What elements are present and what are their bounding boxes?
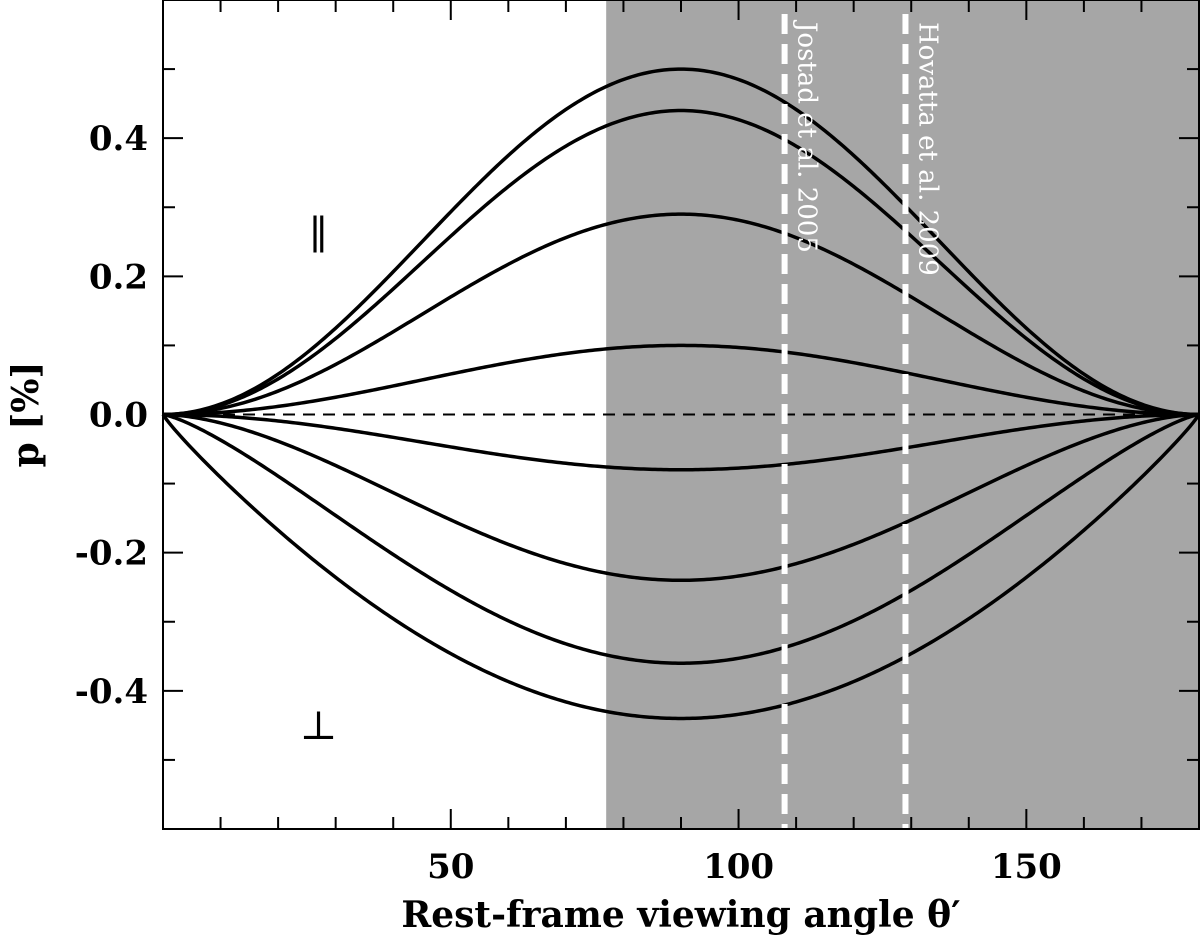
x-axis-title: Rest-frame viewing angle θ′ bbox=[401, 894, 960, 936]
series-line-4 bbox=[162, 343, 1200, 417]
series-line-1 bbox=[162, 67, 1200, 417]
y-tick-label: -0.4 bbox=[75, 672, 148, 712]
x-tick-label: 100 bbox=[703, 847, 774, 887]
series-line-8 bbox=[161, 413, 1200, 721]
series-line-6 bbox=[162, 412, 1200, 583]
series-line-2 bbox=[162, 108, 1200, 417]
series-line-5 bbox=[163, 412, 1199, 472]
reference-label-2: Hovatta et al. 2009 bbox=[912, 22, 942, 276]
y-tick-label: 0.4 bbox=[89, 119, 148, 159]
y-tick-label: 0.0 bbox=[89, 396, 148, 436]
x-tick-label: 50 bbox=[427, 847, 474, 887]
reference-lines: Jostad et al. 2005 Hovatta et al. 2009 bbox=[781, 14, 942, 829]
y-axis-title: p [%] bbox=[5, 362, 47, 468]
y-tick-label: -0.2 bbox=[75, 534, 148, 574]
axis-ticks bbox=[163, 0, 1199, 829]
series-line-7 bbox=[162, 412, 1200, 665]
tick-labels: 50 100 150 0.4 0.2 0.0 -0.2 -0.4 bbox=[75, 119, 1062, 887]
series-group bbox=[161, 67, 1200, 721]
series-line-3 bbox=[162, 212, 1200, 417]
perpendicular-label: ⊥ bbox=[300, 703, 338, 749]
x-tick-label: 150 bbox=[991, 847, 1062, 887]
y-tick-label: 0.2 bbox=[89, 257, 148, 297]
parallel-label: ∥ bbox=[309, 213, 327, 259]
reference-label-1: Jostad et al. 2005 bbox=[792, 19, 822, 253]
